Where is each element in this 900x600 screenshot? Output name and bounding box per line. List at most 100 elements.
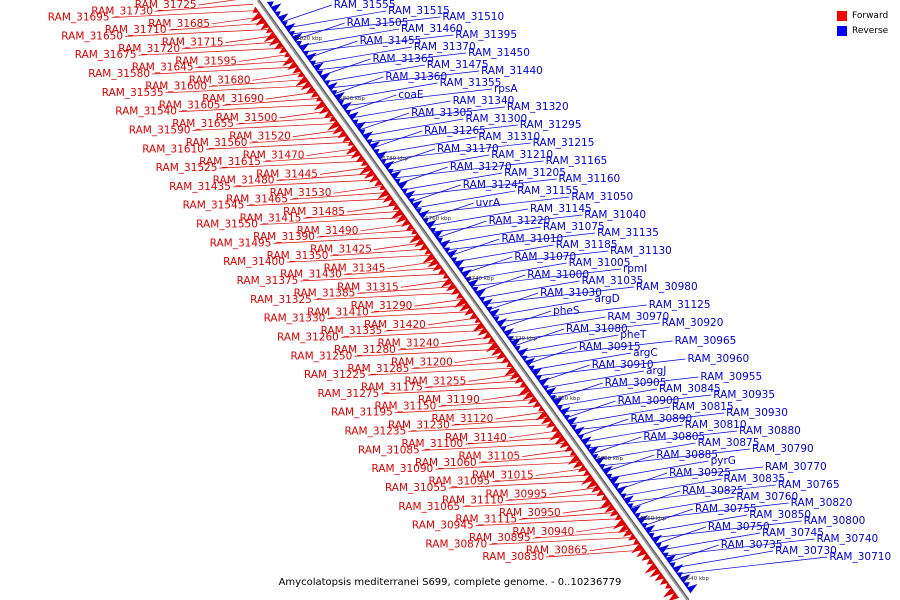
forward-gene-label[interactable]: RAM_31520 [229,131,291,143]
reverse-gene-label[interactable]: RAM_30710 [829,551,891,563]
reverse-gene-label[interactable]: RAM_31370 [414,41,476,53]
reverse-gene-label[interactable]: RAM_30805 [643,431,705,443]
reverse-gene-label[interactable]: RAM_31030 [540,287,602,299]
forward-gene-label[interactable]: RAM_31730 [91,5,153,17]
forward-gene-label[interactable]: RAM_31415 [240,212,302,224]
forward-gene-label[interactable]: RAM_31720 [118,43,180,55]
forward-gene-label[interactable]: RAM_31680 [189,74,251,86]
reverse-gene-label[interactable]: RAM_31295 [520,119,582,131]
reverse-gene-label[interactable]: RAM_31245 [463,179,525,191]
reverse-gene-label[interactable]: RAM_30885 [656,449,718,461]
reverse-gene-label[interactable]: RAM_31205 [504,167,566,179]
reverse-gene-label[interactable]: RAM_30845 [659,383,721,395]
forward-gene-label[interactable]: RAM_31285 [348,363,410,375]
reverse-gene-label[interactable]: RAM_30735 [721,539,783,551]
forward-gene-label[interactable]: RAM_31085 [358,444,420,456]
reverse-gene-label[interactable]: RAM_31555 [334,0,396,11]
reverse-gene-label[interactable]: RAM_31170 [437,143,499,155]
forward-gene-label[interactable]: RAM_31690 [202,93,264,105]
forward-gene-label[interactable]: RAM_31605 [159,99,221,111]
forward-gene-label[interactable]: RAM_30945 [412,520,474,532]
reverse-gene-label[interactable]: uvrA [476,197,501,209]
forward-gene-label[interactable]: RAM_31525 [156,162,218,174]
reverse-gene-label[interactable]: RAM_31220 [489,215,551,227]
reverse-gene-label[interactable]: RAM_31210 [491,149,553,161]
forward-gene-label[interactable]: RAM_31590 [129,124,191,136]
forward-gene-label[interactable]: RAM_31430 [280,269,342,281]
forward-gene-label[interactable]: RAM_31385 [294,288,356,300]
reverse-gene-label[interactable]: RAM_31395 [455,29,517,41]
forward-gene-label[interactable]: RAM_31235 [344,426,406,438]
forward-gene-label[interactable]: RAM_31445 [256,168,318,180]
reverse-gene-label[interactable]: RAM_31000 [527,269,589,281]
forward-gene-label[interactable]: RAM_31315 [337,281,399,293]
reverse-gene-label[interactable]: RAM_31305 [411,107,473,119]
forward-gene-label[interactable]: RAM_31435 [169,181,231,193]
reverse-gene-label[interactable]: RAM_31135 [597,227,659,239]
reverse-gene-label[interactable]: RAM_30875 [698,437,760,449]
reverse-gene-label[interactable]: RAM_31365 [372,53,434,65]
reverse-gene-label[interactable]: RAM_31440 [481,65,543,77]
forward-gene-label[interactable]: RAM_31280 [334,344,396,356]
forward-gene-label[interactable]: RAM_31150 [375,400,437,412]
reverse-gene-label[interactable]: RAM_31040 [584,209,646,221]
reverse-gene-label[interactable]: RAM_31185 [556,239,618,251]
forward-gene-label[interactable]: RAM_31485 [283,206,345,218]
reverse-gene-label[interactable]: RAM_31340 [453,95,515,107]
reverse-gene-label[interactable]: RAM_30935 [713,389,775,401]
reverse-gene-label[interactable]: RAM_30960 [687,353,749,365]
reverse-gene-label[interactable]: RAM_31320 [507,101,569,113]
reverse-gene-label[interactable]: RAM_30905 [605,377,667,389]
forward-gene-label[interactable]: RAM_31530 [270,187,332,199]
reverse-gene-label[interactable]: RAM_31455 [360,35,422,47]
reverse-gene-label[interactable]: pheT [620,329,647,341]
forward-gene-label[interactable]: RAM_31645 [132,62,194,74]
reverse-gene-label[interactable]: RAM_30755 [695,503,757,515]
reverse-gene-label[interactable]: RAM_30850 [749,509,811,521]
forward-gene-label[interactable]: RAM_31545 [183,200,245,212]
reverse-gene-label[interactable]: RAM_31360 [385,71,447,83]
reverse-gene-label[interactable]: argD [594,293,619,305]
forward-gene-label[interactable]: RAM_31140 [445,432,507,444]
reverse-gene-label[interactable]: RAM_30825 [682,485,744,497]
forward-gene-label[interactable]: RAM_31400 [223,256,285,268]
reverse-gene-label[interactable]: RAM_31010 [501,233,563,245]
forward-gene-label[interactable]: RAM_31420 [364,319,426,331]
reverse-gene-label[interactable]: RAM_31450 [468,47,530,59]
reverse-gene-label[interactable]: RAM_30800 [804,515,866,527]
forward-gene-label[interactable]: RAM_31225 [304,369,366,381]
reverse-gene-label[interactable]: RAM_31215 [533,137,595,149]
reverse-gene-label[interactable]: RAM_30900 [618,395,680,407]
reverse-gene-label[interactable]: RAM_30810 [685,419,747,431]
forward-gene-label[interactable]: RAM_31650 [61,30,123,42]
forward-gene-label[interactable]: RAM_31410 [307,306,369,318]
reverse-gene-label[interactable]: RAM_31160 [558,173,620,185]
forward-gene-label[interactable]: RAM_30895 [469,532,531,544]
forward-gene-label[interactable]: RAM_31655 [172,118,234,130]
forward-gene-label[interactable]: RAM_31470 [243,150,305,162]
forward-gene-label[interactable]: RAM_31465 [226,193,288,205]
reverse-gene-label[interactable]: RAM_31505 [347,17,409,29]
reverse-gene-label[interactable]: RAM_31075 [543,221,605,233]
forward-gene-label[interactable]: RAM_31275 [318,388,380,400]
forward-gene-label[interactable]: RAM_30830 [482,551,544,563]
forward-gene-label[interactable]: RAM_31500 [216,112,278,124]
reverse-gene-label[interactable]: RAM_30980 [636,281,698,293]
forward-gene-label[interactable]: RAM_30870 [425,538,487,550]
reverse-gene-label[interactable]: RAM_31070 [514,251,576,263]
reverse-gene-label[interactable]: RAM_30915 [579,341,641,353]
forward-gene-label[interactable]: RAM_31120 [432,413,494,425]
reverse-gene-label[interactable]: RAM_31125 [649,299,711,311]
forward-gene-label[interactable]: RAM_31710 [105,24,167,36]
reverse-gene-label[interactable]: RAM_31165 [546,155,608,167]
forward-gene-label[interactable]: RAM_31610 [142,143,204,155]
reverse-gene-label[interactable]: RAM_30760 [736,491,798,503]
reverse-gene-label[interactable]: RAM_31155 [517,185,579,197]
forward-gene-label[interactable]: RAM_31390 [253,231,315,243]
forward-gene-label[interactable]: RAM_31090 [371,463,433,475]
forward-gene-label[interactable]: RAM_31580 [88,68,150,80]
reverse-gene-label[interactable]: RAM_30920 [662,317,724,329]
reverse-gene-label[interactable]: RAM_31035 [582,275,644,287]
reverse-gene-label[interactable]: RAM_30745 [762,527,824,539]
reverse-gene-label[interactable]: coaE [398,89,423,101]
